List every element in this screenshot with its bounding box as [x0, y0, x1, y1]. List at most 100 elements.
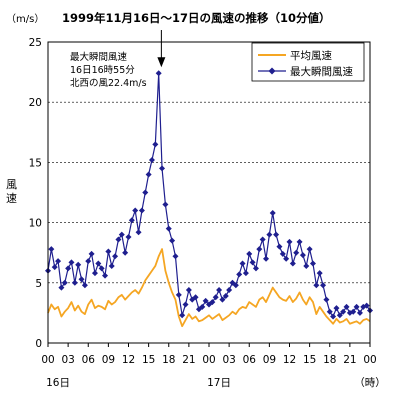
data-point-max-gust [105, 248, 112, 255]
data-point-max-gust [108, 262, 115, 269]
data-point-max-gust [252, 265, 259, 272]
data-point-max-gust [209, 299, 216, 306]
x-tick-label: 00 [363, 354, 376, 366]
data-point-max-gust [353, 303, 360, 310]
data-point-max-gust [95, 260, 102, 267]
data-point-max-gust [326, 308, 333, 315]
series-layer [45, 70, 373, 328]
data-point-max-gust [185, 287, 192, 294]
data-point-max-gust [246, 250, 253, 257]
data-point-max-gust [283, 255, 290, 262]
data-point-max-gust [266, 231, 273, 238]
data-point-max-gust [263, 255, 270, 262]
data-point-max-gust [289, 260, 296, 267]
x-tick-label: 21 [182, 354, 195, 366]
data-point-max-gust [340, 308, 347, 315]
data-point-max-gust [256, 246, 263, 253]
data-point-max-gust [336, 312, 343, 319]
data-point-max-gust [199, 303, 206, 310]
data-point-max-gust [145, 171, 152, 178]
data-point-max-gust [333, 305, 340, 312]
data-point-max-gust [55, 258, 62, 265]
data-point-max-gust [102, 272, 109, 279]
x-tick-label: 09 [102, 354, 115, 366]
data-point-max-gust [356, 309, 363, 316]
data-point-max-gust [179, 312, 186, 319]
chart-title: 1999年11月16日～17日の風速の推移（10分値） [62, 11, 331, 25]
annotation-line-1: 最大瞬間風速 [70, 51, 128, 63]
data-point-max-gust [313, 282, 320, 289]
x-unit-label: （時） [354, 377, 386, 389]
data-point-max-gust [115, 236, 122, 243]
data-point-max-gust [112, 253, 119, 260]
legend: 平均風速 最大瞬間風速 [251, 42, 365, 82]
data-point-max-gust [152, 141, 159, 148]
y-tick-label: 15 [29, 157, 42, 169]
data-point-max-gust [142, 189, 149, 196]
data-point-max-gust [219, 296, 226, 303]
data-point-max-gust [155, 70, 162, 77]
data-point-max-gust [182, 301, 189, 308]
x-tick-label: 21 [343, 354, 356, 366]
x-tick-label: 06 [82, 354, 96, 366]
data-point-max-gust [172, 253, 179, 260]
data-point-max-gust [85, 258, 92, 265]
x-tick-label: 03 [61, 354, 74, 366]
data-point-max-gust [330, 313, 337, 320]
data-point-max-gust [286, 238, 293, 245]
data-point-max-gust [75, 261, 82, 268]
tick-labels: 0 5 10 15 20 25 00 03 06 09 12 15 18 21 00 03 06 09 12 15 18… [29, 37, 386, 389]
data-point-max-gust [259, 236, 266, 243]
data-point-max-gust [242, 270, 249, 277]
y-tick-label: 5 [35, 278, 42, 290]
data-point-max-gust [309, 260, 316, 267]
data-point-max-gust [91, 270, 98, 277]
data-point-max-gust [68, 259, 75, 266]
data-point-max-gust [132, 207, 139, 214]
data-point-max-gust [249, 259, 256, 266]
data-point-max-gust [88, 250, 95, 257]
legend-label-average: 平均風速 [290, 50, 332, 62]
data-point-max-gust [363, 302, 370, 309]
data-point-max-gust [273, 231, 280, 238]
data-point-max-gust [303, 262, 310, 269]
data-point-max-gust [212, 294, 219, 301]
data-point-max-gust [226, 287, 233, 294]
x-tick-label: 00 [41, 354, 54, 366]
data-point-max-gust [202, 297, 209, 304]
data-point-max-gust [306, 246, 313, 253]
data-point-max-gust [81, 282, 88, 289]
y-unit-label: （m/s） [6, 13, 44, 25]
data-point-max-gust [232, 282, 239, 289]
data-point-max-gust [165, 225, 172, 232]
x-tick-label: 03 [222, 354, 235, 366]
data-point-max-gust [192, 294, 199, 301]
data-point-max-gust [320, 282, 327, 289]
data-point-max-gust [343, 303, 350, 310]
legend-box [251, 42, 365, 82]
data-point-max-gust [239, 260, 246, 267]
legend-marker-max-gust [268, 67, 276, 75]
x-tick-label: 18 [162, 354, 175, 366]
data-point-max-gust [128, 217, 135, 224]
day-label: 16日 [46, 377, 70, 389]
data-point-max-gust [148, 156, 155, 163]
x-tick-label: 15 [303, 354, 316, 366]
data-point-max-gust [78, 276, 85, 283]
annotation-line-2: 16日16時55分 [70, 65, 135, 76]
axes [47, 41, 371, 347]
data-point-max-gust [175, 291, 182, 298]
data-point-max-gust [122, 249, 129, 256]
data-point-max-gust [135, 229, 142, 236]
data-point-max-gust [323, 296, 330, 303]
y-tick-label: 25 [29, 37, 42, 49]
annotation-line-3: 北西の風22.4m/s [70, 78, 147, 89]
data-point-max-gust [269, 209, 276, 216]
data-point-max-gust [48, 246, 55, 253]
x-tick-label: 09 [263, 354, 276, 366]
data-point-max-gust [299, 252, 306, 259]
series-line-average [47, 248, 371, 328]
data-point-max-gust [125, 234, 132, 241]
legend-label-max-gust: 最大瞬間風速 [290, 65, 353, 78]
x-tick-label: 00 [202, 354, 215, 366]
